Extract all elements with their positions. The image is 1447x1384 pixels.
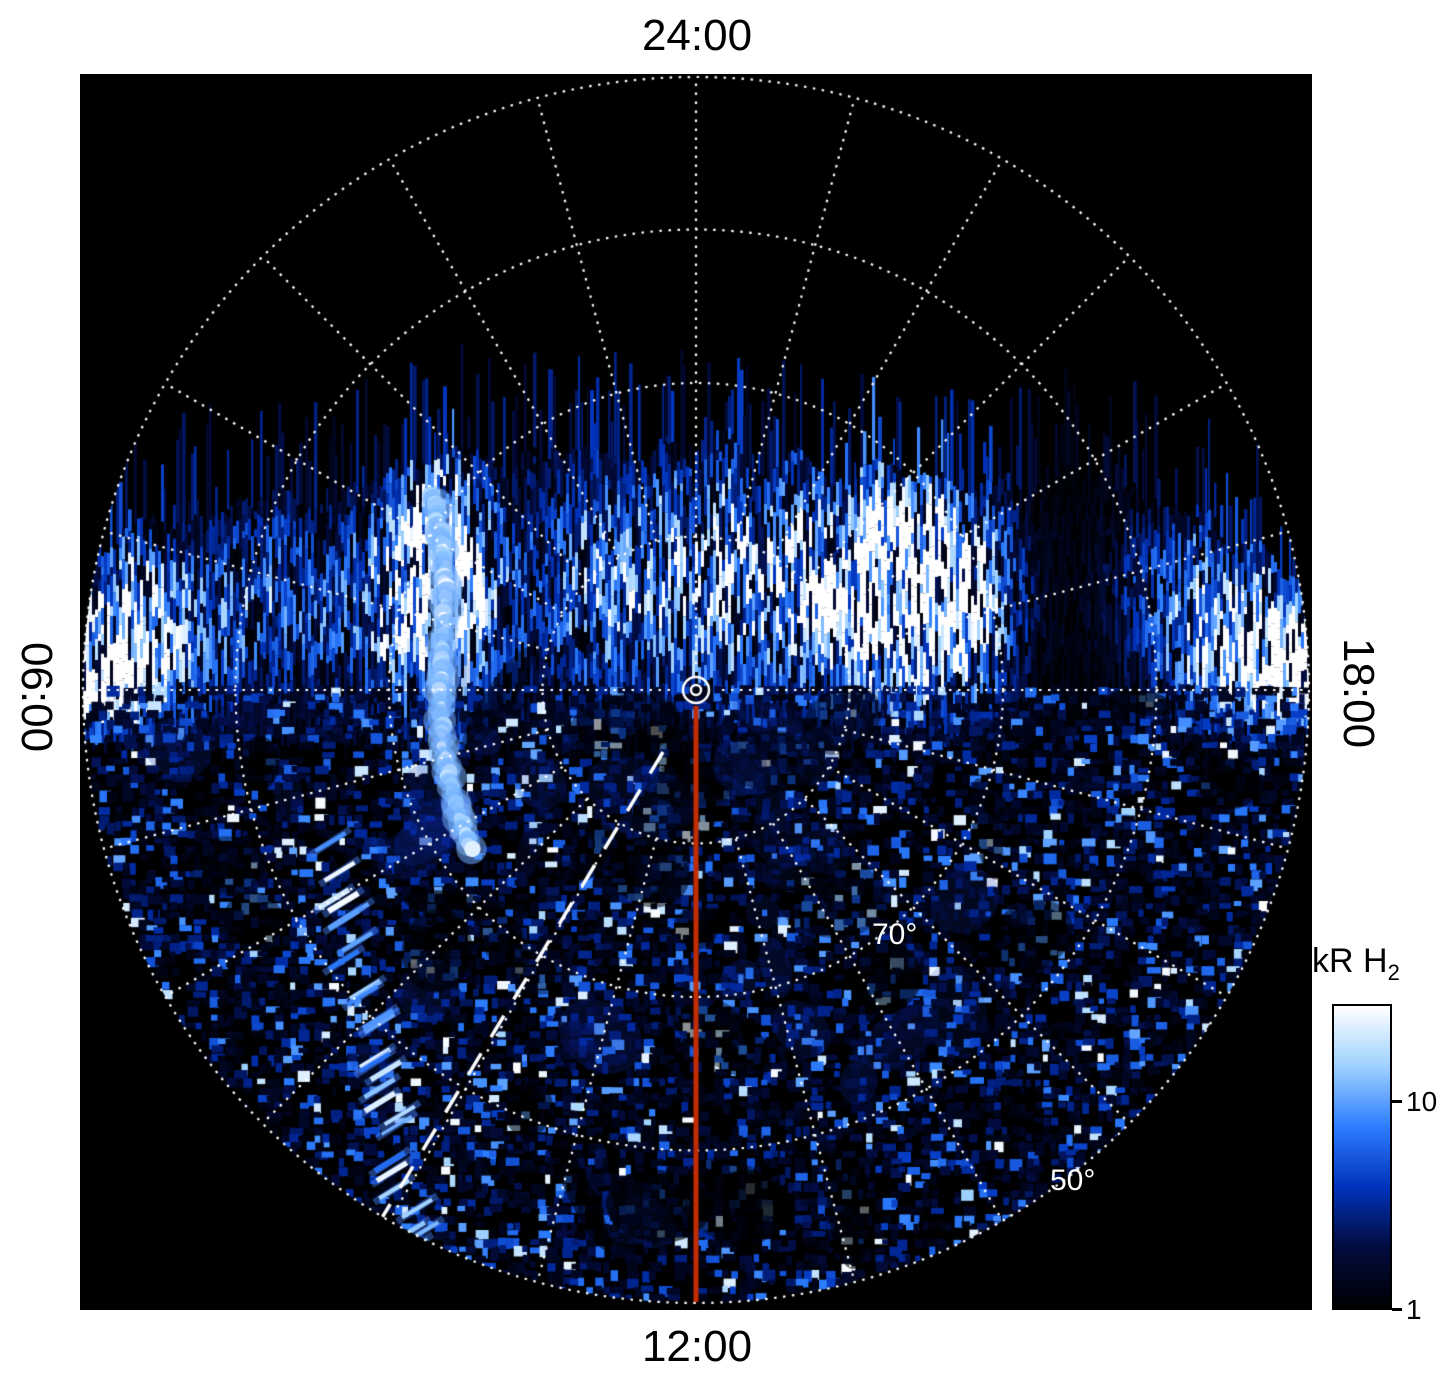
colorbar-tick-label-1: 1 — [1406, 1294, 1422, 1325]
colorbar-tick-mark-1 — [1392, 1308, 1402, 1311]
colorbar-tick-label-10: 10 — [1406, 1085, 1438, 1117]
colorbar-title-main: kR H — [1312, 942, 1388, 980]
latitude-label-70: 70° — [872, 918, 918, 951]
polar-aurora-plot — [80, 74, 1312, 1310]
latitude-label-50: 50° — [1050, 1164, 1096, 1197]
clock-label-0600: 06:00 — [12, 641, 61, 753]
colorbar-title: kR H2 — [1312, 942, 1400, 986]
colorbar-tick-mark-10 — [1392, 1099, 1402, 1103]
clock-label-1200: 12:00 — [641, 1322, 753, 1371]
colorbar-title-subscript: 2 — [1387, 959, 1400, 985]
colorbar — [1332, 1004, 1392, 1310]
clock-label-1800: 18:00 — [1334, 637, 1383, 749]
clock-label-2400: 24:00 — [641, 11, 753, 60]
